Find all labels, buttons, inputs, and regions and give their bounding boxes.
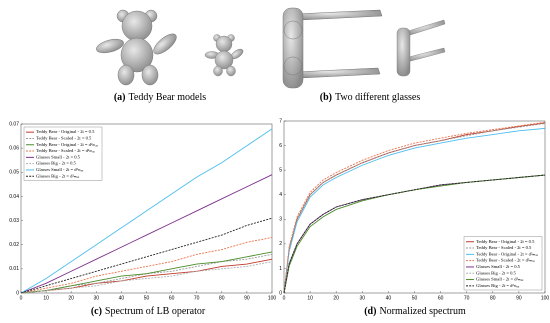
x-tick-label: 80 xyxy=(490,295,496,301)
glasses-small xyxy=(396,19,446,77)
series-line xyxy=(20,174,273,294)
series-line xyxy=(283,123,546,294)
series-line xyxy=(283,121,546,294)
x-tick-label: 90 xyxy=(516,295,522,301)
y-tick-label: 1 xyxy=(279,266,282,272)
caption-label: (b) xyxy=(320,92,332,103)
series-line xyxy=(20,261,273,294)
y-tick-label: 0.02 xyxy=(9,242,19,248)
teddy-bear-large xyxy=(96,9,177,86)
legend-label: Glasses Small - 2t = 0.5 xyxy=(476,264,521,269)
caption-text: Teddy Bear models xyxy=(129,92,207,103)
x-tick-label: 40 xyxy=(386,295,392,301)
y-tick-label: 0.03 xyxy=(9,218,19,224)
series-line xyxy=(20,237,273,294)
legend-label: Teddy Bear - Original - 2t = d²ₘₐₓ xyxy=(36,142,98,147)
x-tick-label: 0 xyxy=(20,295,23,301)
x-tick-label: 20 xyxy=(333,295,339,301)
x-tick-label: 10 xyxy=(43,295,49,301)
x-tick-label: 50 xyxy=(144,295,150,301)
x-tick-label: 70 xyxy=(464,295,470,301)
y-tick-label: 0.01 xyxy=(9,266,19,272)
legend-label: Glasses Small - 2t = 0.5 xyxy=(36,154,81,159)
teddy-bear-small xyxy=(204,34,244,77)
x-tick-label: 50 xyxy=(412,295,418,301)
legend-label: Teddy Bear - Scaled - 2t = d²ₘₐₓ xyxy=(476,258,535,263)
legend-label: Teddy Bear - Scaled - 2t = 0.5 xyxy=(476,245,532,250)
caption-label: (c) xyxy=(91,306,102,317)
series-line xyxy=(20,217,273,294)
legend-box xyxy=(23,126,103,181)
x-tick-label: 90 xyxy=(244,295,250,301)
x-tick-label: 100 xyxy=(268,295,277,301)
series-line xyxy=(283,174,546,294)
x-tick-label: 80 xyxy=(219,295,225,301)
caption-label: (a) xyxy=(114,92,126,103)
y-tick-label: 2 xyxy=(279,241,282,247)
legend-label: Glasses Big - 2t = 0.5 xyxy=(36,161,77,166)
caption: (c) Spectrum of LB operator xyxy=(91,306,206,317)
legend-label: Glasses Big - 2t = 0.5 xyxy=(476,270,517,275)
y-tick-label: 4 xyxy=(279,192,282,198)
series-line xyxy=(20,251,273,294)
x-tick-label: 60 xyxy=(169,295,175,301)
y-tick-label: 5 xyxy=(279,167,282,173)
y-tick-label: 0.07 xyxy=(9,121,19,127)
y-tick-label: 0.06 xyxy=(9,145,19,151)
y-tick-label: 0.04 xyxy=(9,194,19,200)
legend-label: Glasses Big - 2t = d²ₘₐₓ xyxy=(476,283,520,288)
x-tick-label: 100 xyxy=(541,295,550,301)
legend-label: Teddy Bear - Original - 2t = d²ₘₐₓ xyxy=(476,251,538,256)
y-tick-label: 6 xyxy=(279,143,282,149)
legend-label: Teddy Bear - Original - 2t = 0.5 xyxy=(36,129,95,134)
legend-label: Glasses Big - 2t = d²ₘₐₓ xyxy=(36,173,80,178)
legend-label: Glasses Small - 2t = d²ₘₐₓ xyxy=(476,277,524,282)
caption-text: Two different glasses xyxy=(335,92,420,103)
legend-label: Glasses Small - 2t = d²ₘₐₓ xyxy=(36,167,84,172)
legend-label: Teddy Bear - Scaled - 2t = 0.5 xyxy=(36,136,92,141)
y-tick-label: 0.05 xyxy=(9,170,19,176)
legend-box xyxy=(463,236,543,291)
caption-text: Normalized spectrum xyxy=(379,306,466,317)
x-tick-label: 70 xyxy=(194,295,200,301)
caption: (a) Teddy Bear models xyxy=(114,92,206,103)
legend-label: Teddy Bear - Scaled - 2t = d²ₘₐₓ xyxy=(36,148,95,153)
caption-text: Spectrum of LB operator xyxy=(105,306,206,317)
series-line xyxy=(20,128,273,294)
y-tick-label: 7 xyxy=(279,118,282,124)
x-tick-label: 10 xyxy=(307,295,313,301)
legend-label: Teddy Bear - Original - 2t = 0.5 xyxy=(476,239,535,244)
y-tick-label: 0 xyxy=(279,290,282,296)
x-tick-label: 30 xyxy=(360,295,366,301)
caption-label: (d) xyxy=(364,306,376,317)
glasses-large xyxy=(282,7,383,89)
x-tick-label: 40 xyxy=(119,295,125,301)
x-tick-label: 30 xyxy=(94,295,100,301)
x-tick-label: 60 xyxy=(438,295,444,301)
series-line xyxy=(283,127,546,294)
caption: (b) Two different glasses xyxy=(320,92,421,103)
x-tick-label: 0 xyxy=(283,295,286,301)
x-tick-label: 20 xyxy=(68,295,74,301)
y-tick-label: 3 xyxy=(279,217,282,223)
y-tick-label: 0 xyxy=(16,290,19,296)
caption: (d) Normalized spectrum xyxy=(364,306,466,317)
